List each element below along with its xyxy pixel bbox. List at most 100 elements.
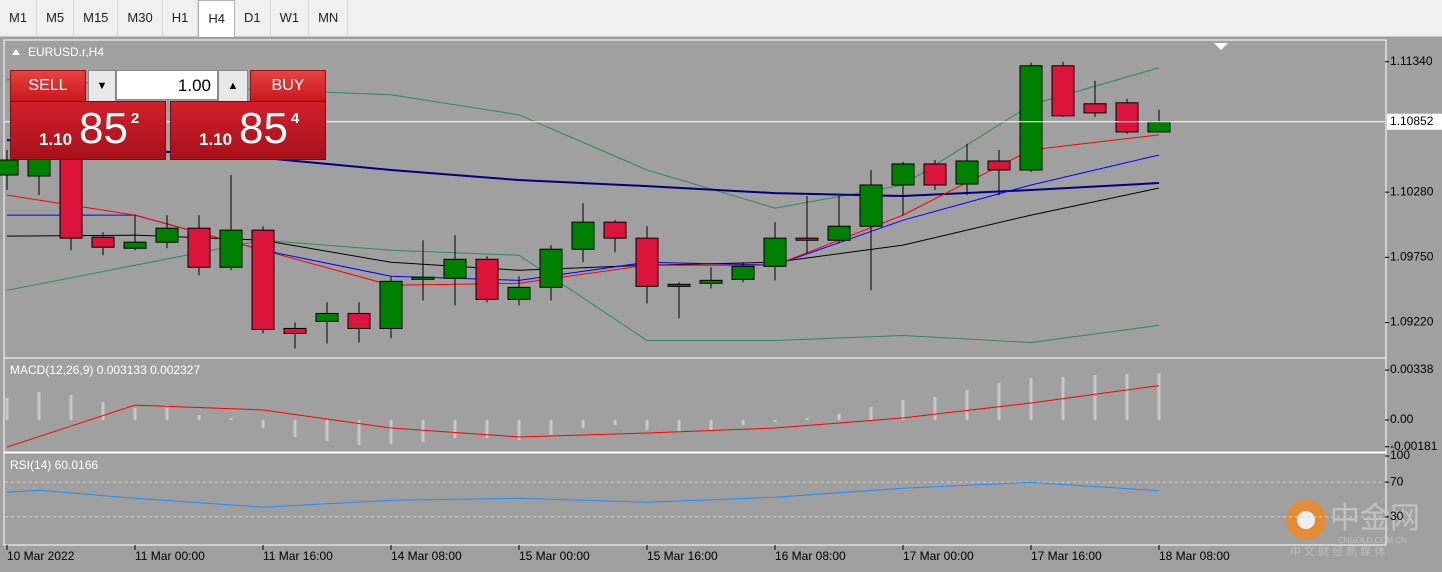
y-tick-label: 30 — [1390, 509, 1404, 523]
macd-bar — [837, 413, 841, 420]
x-tick-label: 11 Mar 00:00 — [135, 549, 205, 563]
timeframe-button[interactable]: M5 — [37, 0, 75, 36]
macd-bar — [5, 397, 9, 420]
candle-body — [123, 241, 147, 249]
candle-body — [0, 159, 19, 176]
macd-bar — [549, 420, 553, 435]
macd-bar — [69, 395, 73, 420]
indicator-line — [6, 385, 1160, 448]
y-tick-label: 1.10280 — [1390, 184, 1434, 198]
candle-body — [379, 280, 403, 329]
timeframe-button[interactable]: D1 — [235, 0, 271, 36]
candle-body — [635, 237, 659, 287]
macd-bar — [709, 420, 713, 431]
timeframe-button[interactable]: H4 — [198, 0, 235, 37]
buy-price[interactable]: 1.10 85 4 — [170, 101, 326, 160]
candle-body — [891, 163, 915, 186]
x-tick-label: 18 Mar 08:00 — [1159, 549, 1230, 563]
y-tick-label: 0.00338 — [1390, 362, 1434, 376]
x-tick-label: 16 Mar 08:00 — [775, 549, 846, 563]
macd-bar — [773, 420, 777, 423]
macd-bar — [229, 417, 233, 420]
candle-body — [795, 237, 819, 241]
price-pips: 85 — [239, 104, 288, 153]
candle-body — [1115, 102, 1139, 133]
macd-bar — [997, 383, 1001, 420]
sell-price[interactable]: 1.10 85 2 — [10, 101, 166, 160]
current-price-label: 1.10852 — [1390, 114, 1434, 128]
macd-bar — [1125, 374, 1129, 420]
macd-bar — [1157, 373, 1161, 420]
candle-body — [155, 227, 179, 243]
y-tick-label: 1.09750 — [1390, 250, 1434, 264]
macd-bar — [293, 420, 297, 437]
watermark-domain: CNGOLD.COM.CN — [1338, 536, 1407, 545]
macd-bar — [165, 405, 169, 420]
candle-body — [347, 312, 371, 329]
x-tick-label: 14 Mar 08:00 — [391, 549, 462, 563]
candle-body — [1147, 121, 1171, 133]
price-pips: 85 — [79, 104, 128, 153]
macd-bar — [677, 420, 681, 432]
watermark-slogan: 中 文 财 经 新 媒 体 — [1290, 544, 1385, 558]
volume-input[interactable]: 1.00 — [116, 70, 218, 100]
candle-body — [859, 184, 883, 227]
candle-body — [667, 283, 691, 287]
macd-bar — [197, 414, 201, 420]
candle-body — [411, 276, 435, 280]
volume-down[interactable]: ▼ — [88, 70, 116, 102]
timeframe-button[interactable]: MN — [309, 0, 349, 36]
candle-body — [763, 237, 787, 267]
macd-bar — [869, 406, 873, 420]
watermark: 中金网 CNGOLD.COM.CN 中 文 财 经 新 媒 体 — [1286, 500, 1420, 558]
symbol-title: EURUSD.r,H4 — [28, 45, 104, 59]
timeframe-button[interactable]: M1 — [0, 0, 38, 36]
macd-bar — [517, 420, 521, 440]
candle-body — [571, 221, 595, 250]
macd-bar — [453, 420, 457, 439]
candle-body — [731, 265, 755, 280]
price-fraction: 4 — [291, 110, 300, 127]
y-tick-label: 1.11340 — [1390, 54, 1433, 68]
candle-body — [507, 286, 531, 300]
candle-body — [251, 229, 275, 330]
watermark-name: 中金网 — [1330, 502, 1420, 535]
collapse-icon[interactable] — [12, 49, 20, 55]
candle-body — [443, 258, 467, 279]
candle-body — [1019, 65, 1043, 171]
macd-bar — [133, 408, 137, 420]
macd-bar — [741, 420, 745, 426]
x-tick-label: 17 Mar 00:00 — [903, 549, 974, 563]
timeframe-toolbar: M1 M5 M15 M30 H1 H4 D1 W1 MN — [0, 0, 1442, 37]
macd-bar — [901, 400, 905, 420]
current-price-box — [1387, 113, 1442, 130]
candle-body — [91, 236, 115, 248]
buy-button[interactable]: BUY — [250, 70, 326, 102]
volume-up[interactable]: ▲ — [218, 70, 248, 102]
y-tick-label: 70 — [1390, 474, 1404, 488]
candle-body — [27, 157, 51, 177]
candle-body — [955, 160, 979, 185]
x-tick-label: 17 Mar 16:00 — [1031, 549, 1102, 563]
macd-bar — [581, 420, 585, 428]
sell-button[interactable]: SELL — [10, 70, 86, 102]
macd-bar — [421, 420, 425, 443]
rsi-title: RSI(14) 60.0166 — [10, 458, 98, 472]
indicator-line — [6, 481, 1160, 508]
y-tick-label: 1.09220 — [1390, 315, 1434, 329]
macd-bar — [261, 420, 265, 428]
macd-bar — [933, 397, 937, 420]
x-tick-label: 15 Mar 16:00 — [647, 549, 718, 563]
macd-bar — [325, 420, 329, 441]
timeframe-button[interactable]: W1 — [271, 0, 310, 36]
shift-marker[interactable] — [1214, 43, 1228, 50]
x-tick-label: 10 Mar 2022 — [7, 549, 75, 563]
macd-bar — [389, 420, 393, 444]
timeframe-button[interactable]: M30 — [118, 0, 163, 36]
timeframe-button[interactable]: M15 — [74, 0, 119, 36]
timeframe-button[interactable]: H1 — [163, 0, 199, 36]
watermark-logo-inner — [1297, 511, 1315, 529]
candle-body — [315, 312, 339, 322]
macd-bar — [37, 392, 41, 420]
